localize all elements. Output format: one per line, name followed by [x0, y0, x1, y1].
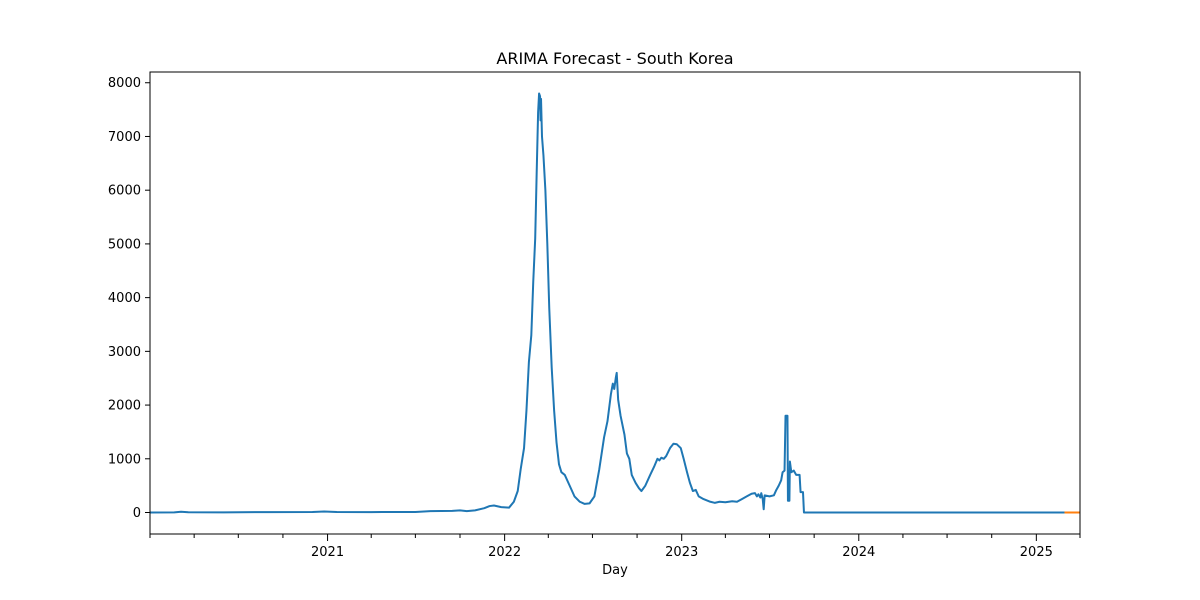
series-line-0: [149, 92, 1065, 514]
y-tick-label: 3000: [108, 345, 141, 360]
x-tick-label: 2023: [665, 545, 698, 560]
plot-frame: [149, 71, 1081, 535]
y-tick-label: 8000: [108, 76, 141, 91]
y-tick-label: 4000: [108, 291, 141, 306]
y-tick-label: 6000: [108, 184, 141, 199]
x-tick-label: 2024: [842, 545, 875, 560]
y-axis: 0 1000 2000 3000 4000 5000 6000 7000 8000: [108, 76, 150, 521]
x-axis-label: Day: [602, 563, 628, 578]
x-axis: 2021 2022 2023 2024 2025: [149, 534, 1081, 560]
chart-title: ARIMA Forecast - South Korea: [496, 49, 733, 68]
x-tick-label: 2021: [311, 545, 344, 560]
y-tick-label: 2000: [108, 399, 141, 414]
y-tick-label: 0: [133, 506, 141, 521]
x-tick-label: 2022: [488, 545, 521, 560]
y-tick-label: 7000: [108, 130, 141, 145]
x-tick-label: 2025: [1020, 545, 1053, 560]
y-tick-label: 5000: [108, 237, 141, 252]
y-tick-label: 1000: [108, 452, 141, 467]
series-layer: [149, 92, 1080, 514]
